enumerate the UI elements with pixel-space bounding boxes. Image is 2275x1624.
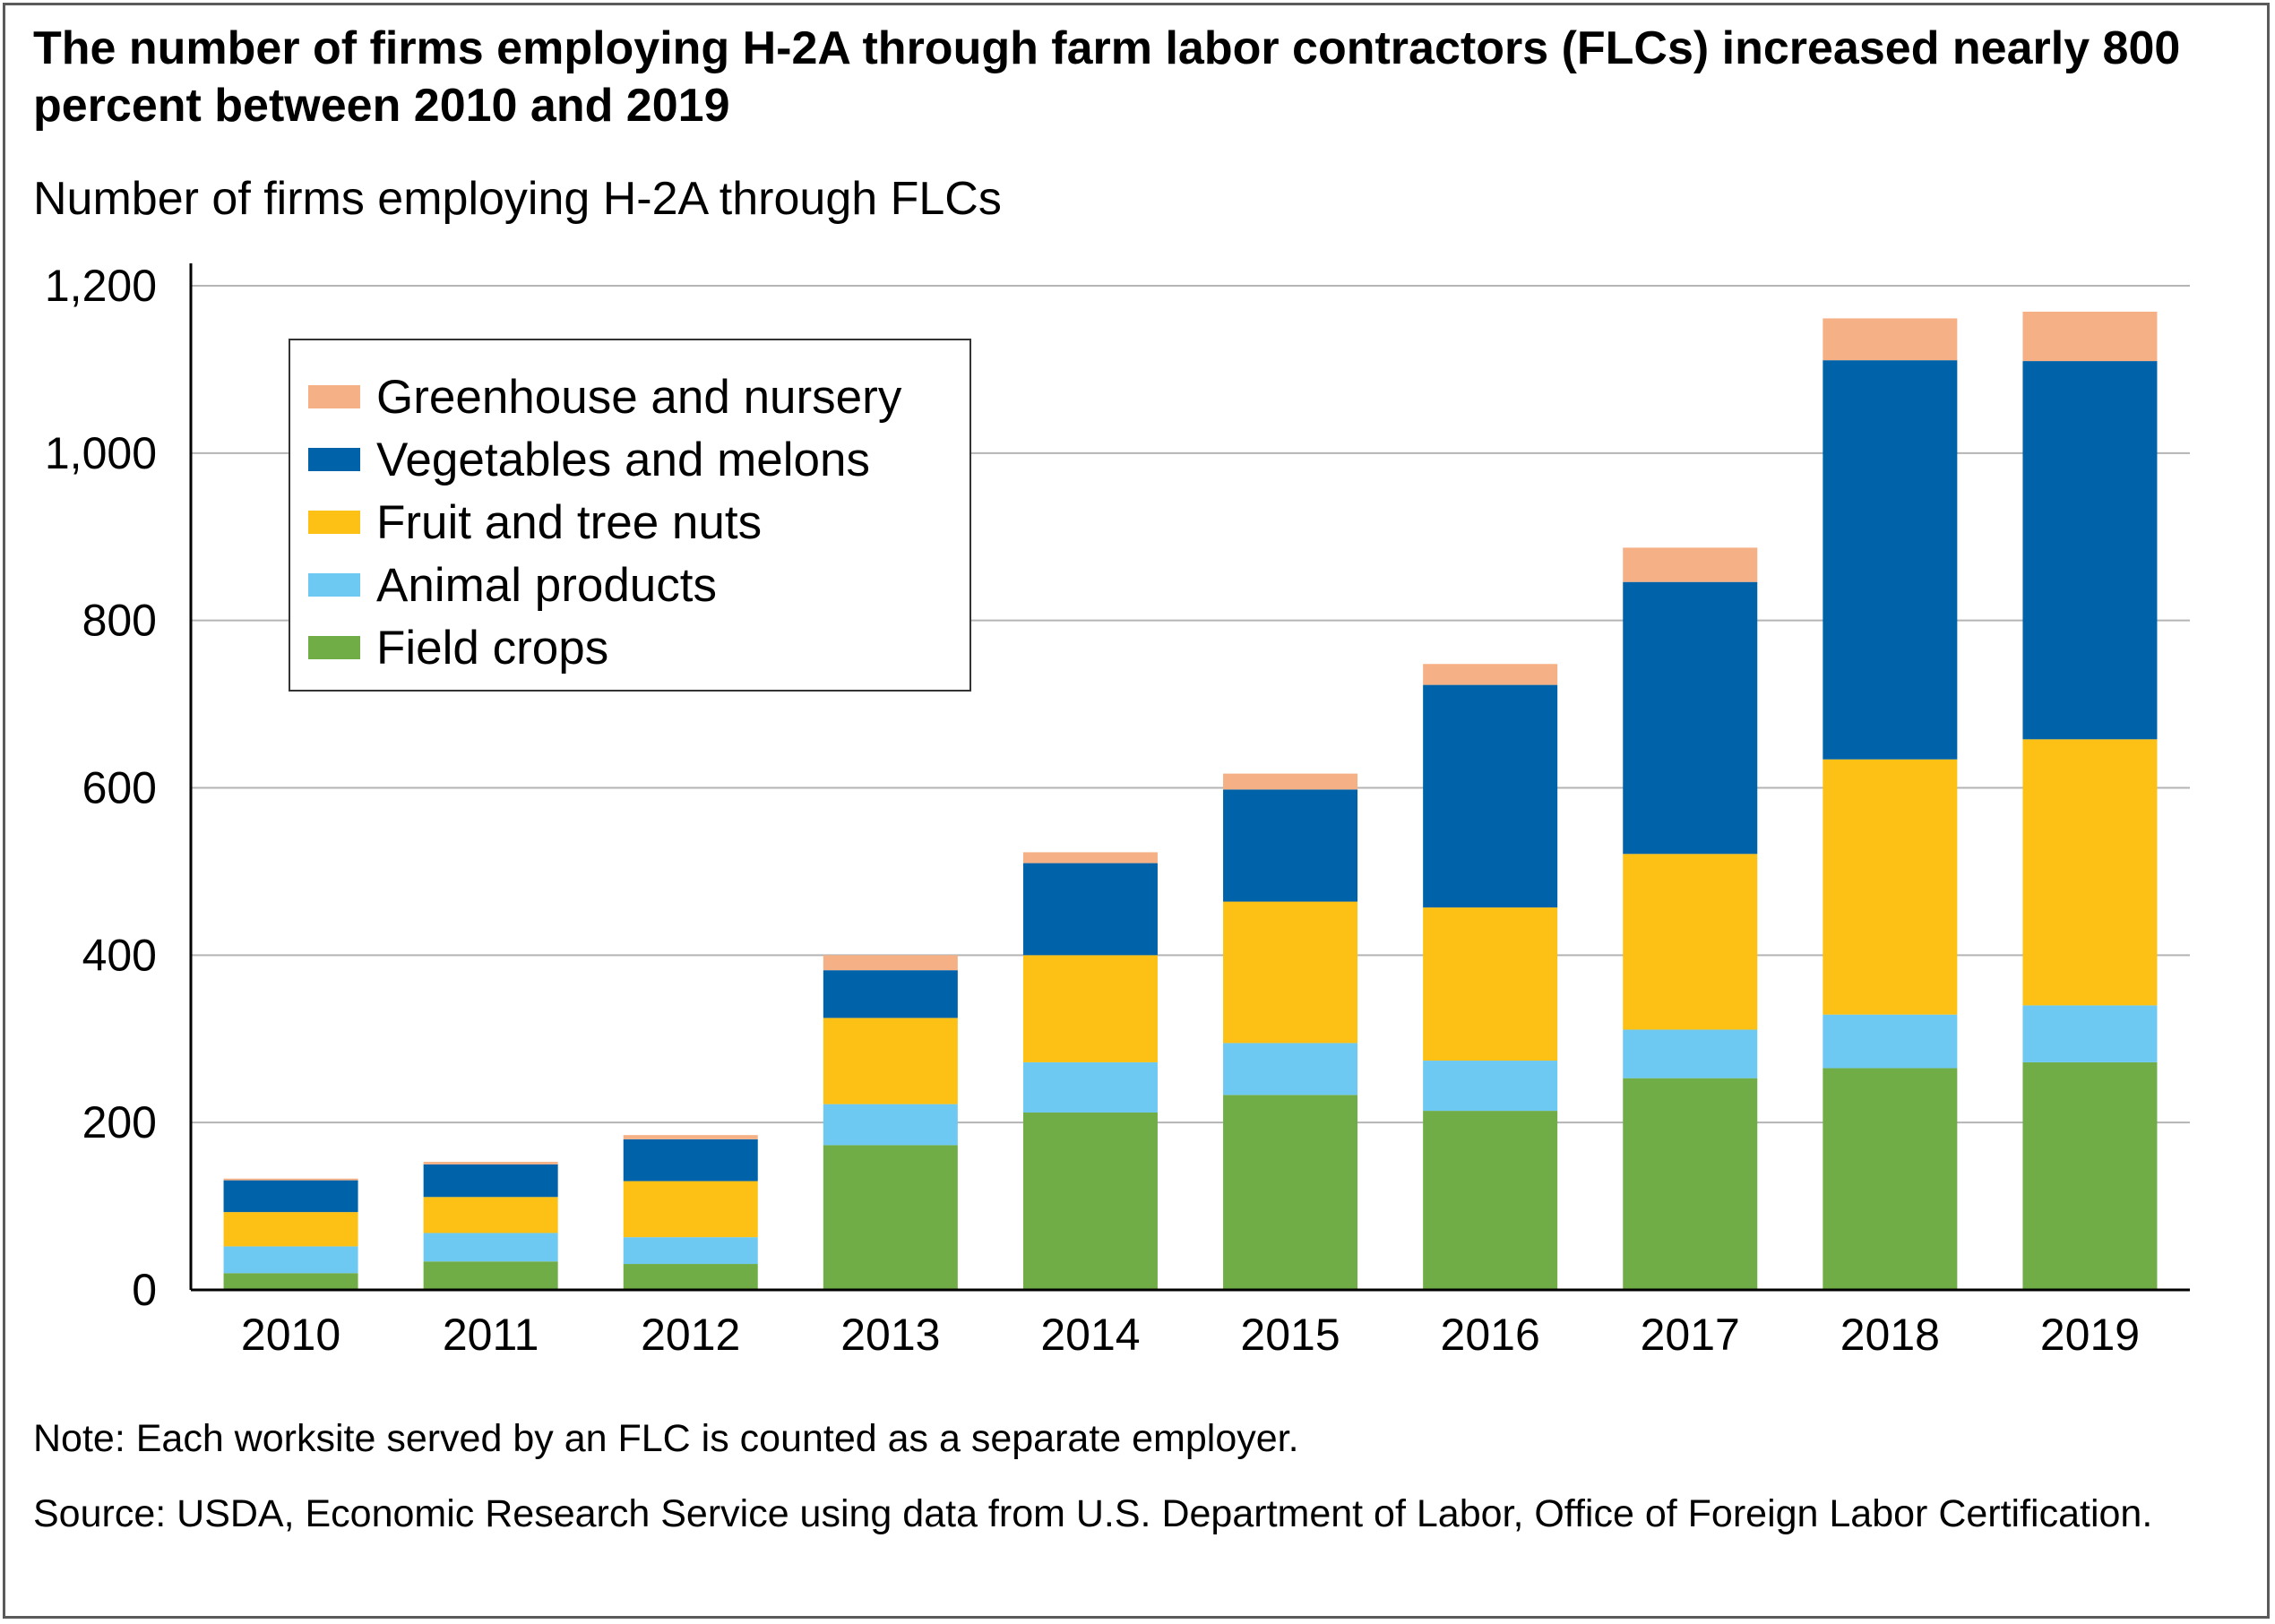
bar-segment xyxy=(423,1197,558,1233)
chart-note: Note: Each worksite served by an FLC is … xyxy=(33,1417,1299,1460)
bar-segment xyxy=(1022,1112,1158,1290)
bar-segment xyxy=(623,1135,758,1139)
bar-segment xyxy=(823,970,958,1018)
x-tick-label: 2011 xyxy=(443,1310,539,1360)
bar-segment xyxy=(1623,547,1758,582)
bar-segment xyxy=(223,1273,358,1290)
bar-segment xyxy=(2022,361,2158,740)
bar-segment xyxy=(223,1180,358,1213)
bar-segment xyxy=(1823,1014,1958,1069)
bar-segment xyxy=(1823,759,1958,1015)
bar-segment xyxy=(423,1162,558,1164)
bar-segment xyxy=(1423,1061,1558,1112)
x-tick-label: 2018 xyxy=(1840,1310,1940,1360)
bar-segment xyxy=(623,1181,758,1238)
legend-item-fruit-tree-nuts: Fruit and tree nuts xyxy=(308,491,762,554)
bar-segment xyxy=(223,1212,358,1247)
legend-swatch xyxy=(308,636,360,659)
legend-swatch xyxy=(308,385,360,408)
y-tick-label: 200 xyxy=(82,1097,157,1147)
y-axis-title: Number of firms employing H-2A through F… xyxy=(33,173,1002,225)
y-tick-label: 400 xyxy=(82,930,157,980)
bar-segment xyxy=(1423,1111,1558,1290)
legend-label: Fruit and tree nuts xyxy=(376,495,763,549)
bar-segment xyxy=(1623,581,1758,855)
bar-segment xyxy=(1623,1029,1758,1078)
bar-segment xyxy=(1223,789,1358,902)
y-tick-label: 1,000 xyxy=(45,428,157,478)
bar-segment xyxy=(1823,360,1958,760)
bar-segment xyxy=(2022,1061,2158,1290)
bar-segment xyxy=(1223,773,1358,790)
bar-segment xyxy=(1423,907,1558,1061)
legend-item-greenhouse-nursery: Greenhouse and nursery xyxy=(308,365,901,428)
x-tick-label: 2016 xyxy=(1441,1310,1540,1360)
bar-segment xyxy=(623,1237,758,1265)
bar-segment xyxy=(1022,1061,1158,1113)
bar-segment xyxy=(1623,854,1758,1030)
chart-source: Source: USDA, Economic Research Service … xyxy=(33,1492,2153,1535)
bar-segment xyxy=(1022,863,1158,956)
bar-segment xyxy=(1623,1078,1758,1290)
bar-segment xyxy=(2022,311,2158,362)
bar-segment xyxy=(823,1018,958,1104)
x-tick-label: 2012 xyxy=(641,1310,740,1360)
chart-title: The number of firms employing H-2A throu… xyxy=(33,22,2181,132)
bar-segment xyxy=(1223,1043,1358,1096)
y-tick-label: 0 xyxy=(132,1265,157,1315)
bar-segment xyxy=(823,1104,958,1146)
legend-label: Animal products xyxy=(376,558,718,612)
legend-label: Field crops xyxy=(376,621,609,675)
legend-item-field-crops: Field crops xyxy=(308,616,608,679)
bar-segment xyxy=(423,1233,558,1262)
legend-swatch xyxy=(308,573,360,597)
bar-segment xyxy=(1423,664,1558,685)
bar-segment xyxy=(1022,852,1158,864)
bar-segment xyxy=(1423,684,1558,908)
legend-swatch xyxy=(308,448,360,471)
bar-segment xyxy=(2022,739,2158,1006)
x-tick-label: 2013 xyxy=(840,1310,940,1360)
bar-segment xyxy=(823,1145,958,1290)
legend-label: Greenhouse and nursery xyxy=(376,370,902,424)
bar-segment xyxy=(1823,1068,1958,1290)
legend-item-animal-products: Animal products xyxy=(308,554,717,616)
x-tick-label: 2010 xyxy=(241,1310,340,1360)
bar-segment xyxy=(623,1139,758,1181)
bar-segment xyxy=(1823,318,1958,361)
x-tick-label: 2017 xyxy=(1641,1310,1740,1360)
legend-swatch xyxy=(308,511,360,534)
y-tick-label: 600 xyxy=(82,763,157,813)
y-tick-label: 800 xyxy=(82,596,157,646)
chart-frame xyxy=(3,3,2270,1619)
bar-segment xyxy=(423,1261,558,1290)
y-tick-label: 1,200 xyxy=(45,261,157,311)
bar-segment xyxy=(623,1264,758,1290)
legend-item-vegetables-melons: Vegetables and melons xyxy=(308,428,870,491)
bar-segment xyxy=(1223,901,1358,1044)
x-tick-label: 2015 xyxy=(1240,1310,1340,1360)
chart-legend: Greenhouse and nursery Vegetables and me… xyxy=(289,339,971,692)
bar-segment xyxy=(1223,1095,1358,1290)
x-tick-label: 2014 xyxy=(1040,1310,1140,1360)
bar-segment xyxy=(823,955,958,971)
bar-segment xyxy=(2022,1005,2158,1062)
x-tick-label: 2019 xyxy=(2040,1310,2140,1360)
stacked-bar-chart: 0 200 400 600 800 1,000 1,200 2010 2011 2012 2013 2… xyxy=(45,261,2190,1360)
legend-label: Vegetables and melons xyxy=(376,433,871,486)
bar-segment xyxy=(223,1178,358,1181)
bar-segment xyxy=(423,1164,558,1198)
bar-segment xyxy=(223,1246,358,1274)
bar-segment xyxy=(1022,955,1158,1062)
